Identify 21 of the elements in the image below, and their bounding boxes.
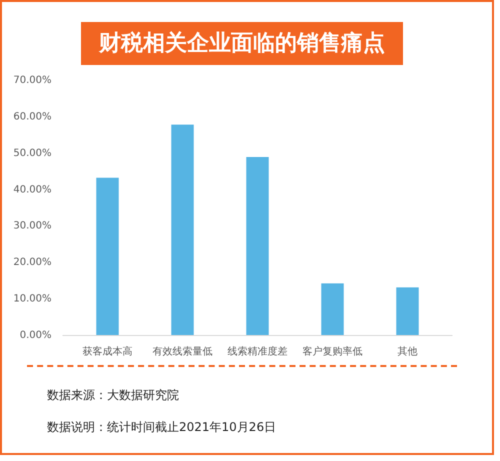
x-tick-label: 获客成本高 <box>82 346 132 358</box>
bar <box>246 157 269 336</box>
x-tick-label: 线索精准度差 <box>228 346 288 358</box>
y-tick-label: 30.00% <box>13 221 52 232</box>
x-tick-label: 其他 <box>398 346 418 358</box>
bar <box>171 125 194 336</box>
y-tick-label: 60.00% <box>13 112 52 123</box>
x-tick-label: 有效线索量低 <box>152 346 212 358</box>
source-note: 数据来源：大数据研究院 <box>47 387 180 404</box>
y-tick-label: 0.00% <box>20 330 52 342</box>
text: 数据说明：统计时间截止2021年10月26日 <box>47 418 278 436</box>
chart-title: 财税相关企业面临的销售痛点 <box>81 22 403 66</box>
y-tick-label: 10.00% <box>13 294 52 305</box>
y-tick-label: 70.00% <box>13 75 52 86</box>
bar <box>96 178 119 336</box>
bar <box>321 284 344 336</box>
y-tick-label: 40.00% <box>13 184 52 196</box>
y-tick-label: 20.00% <box>13 258 52 269</box>
y-tick-label: 50.00% <box>13 148 52 160</box>
x-tick-label: 客户复购率低 <box>302 346 362 358</box>
bar <box>396 288 419 336</box>
